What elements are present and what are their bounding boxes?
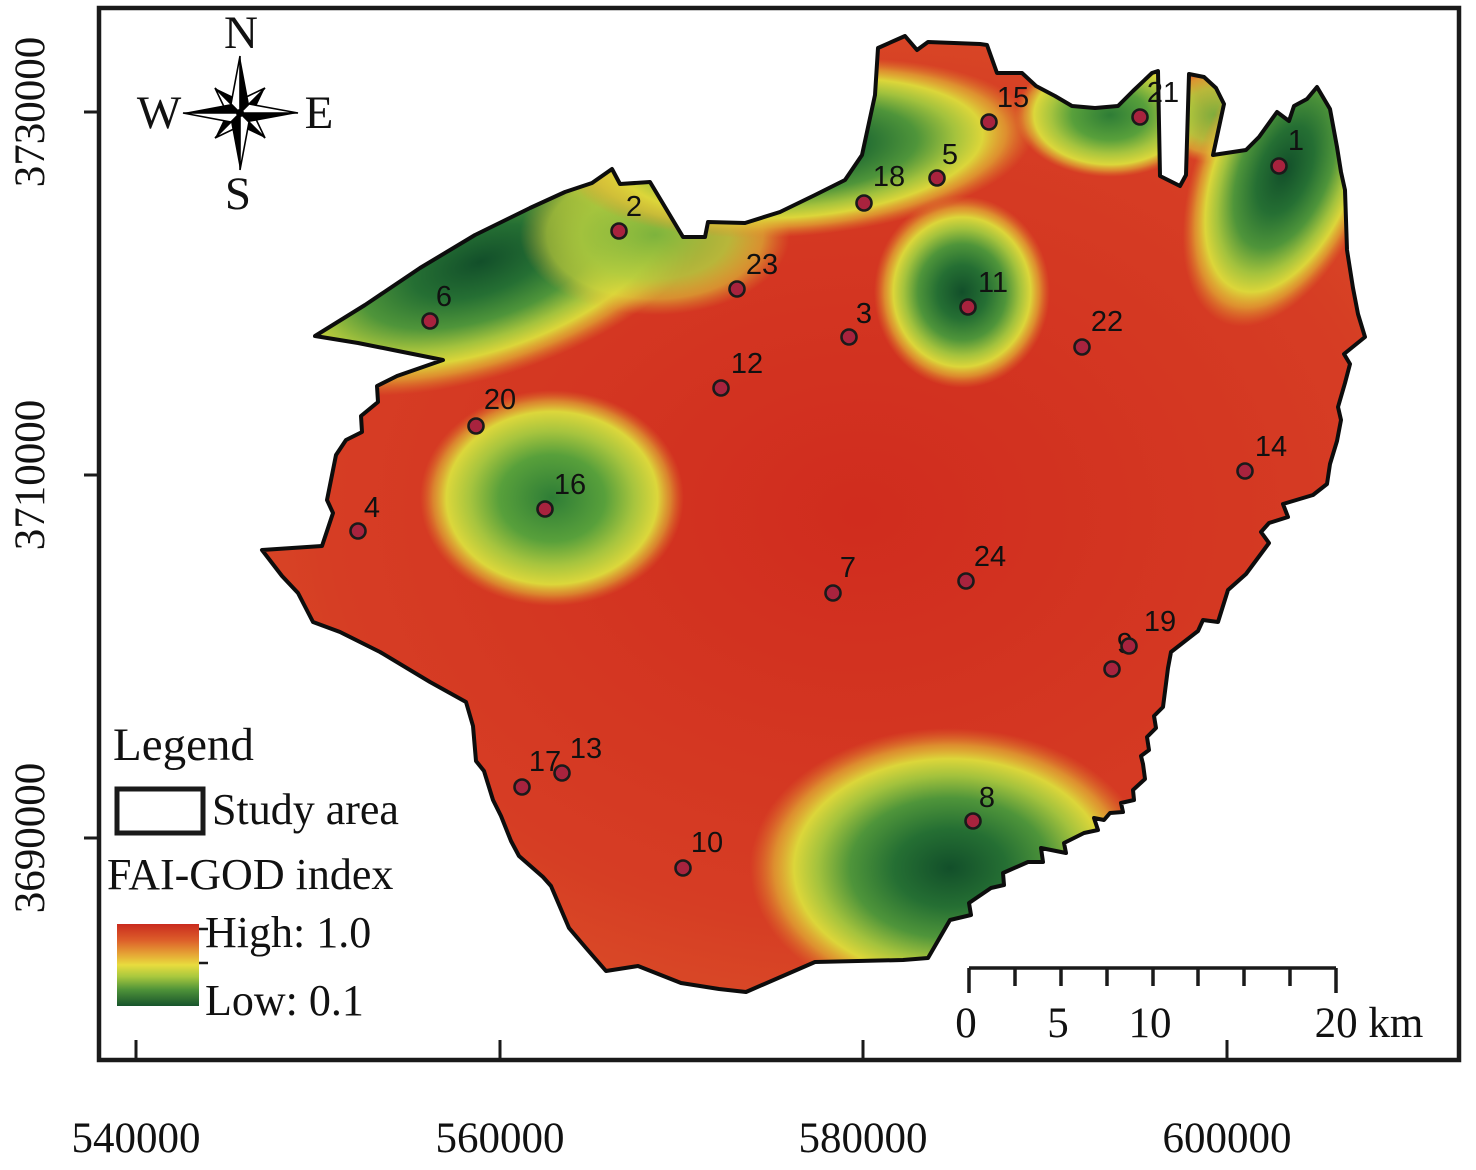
scale-label-0: 0	[955, 1000, 977, 1047]
station-dot-1	[1270, 157, 1288, 175]
station-label-11: 11	[978, 267, 1008, 299]
station-dot-22	[1073, 338, 1091, 356]
station-dot-16	[536, 500, 554, 518]
compass-north-label: N	[224, 7, 258, 59]
station-label-7: 7	[840, 552, 856, 584]
station-label-5: 5	[942, 139, 958, 171]
scale-bar-labels: 0 5 10 20 km	[955, 1000, 1423, 1047]
x-axis: 540000 560000 580000 600000	[72, 1040, 1292, 1162]
study-area-label: Study area	[212, 785, 399, 834]
station-dot-11	[959, 298, 977, 316]
compass-south-label: S	[225, 168, 251, 220]
color-ramp	[117, 924, 199, 1006]
y-tick-3690000: 3690000	[7, 763, 54, 914]
station-label-6: 6	[436, 281, 452, 313]
station-label-10: 10	[691, 827, 723, 859]
station-label-17: 17	[529, 746, 561, 778]
compass-rose: N W E S	[137, 7, 334, 220]
station-dot-6	[421, 312, 439, 330]
station-label-14: 14	[1255, 431, 1287, 463]
station-label-22: 22	[1091, 306, 1123, 338]
scale-bar	[967, 966, 1338, 993]
station-label-4: 4	[364, 492, 380, 524]
station-dot-17	[513, 778, 531, 796]
sampling-stations: 123456789101112131415161718192021222324	[349, 77, 1304, 877]
compass-west-label: W	[137, 87, 182, 139]
station-label-19: 19	[1144, 606, 1176, 638]
station-label-18: 18	[873, 161, 905, 193]
station-label-8: 8	[979, 782, 995, 814]
study-area-swatch	[114, 786, 206, 836]
station-dot-18	[855, 194, 873, 212]
station-dot-23	[728, 280, 746, 298]
station-dot-10	[674, 859, 692, 877]
station-label-16: 16	[554, 469, 586, 501]
station-label-20: 20	[484, 384, 516, 416]
x-tick-580000: 580000	[799, 1115, 928, 1162]
x-tick-540000: 540000	[72, 1115, 201, 1162]
green-zone-station16	[420, 390, 684, 606]
y-axis: 3730000 3710000 3690000	[7, 37, 101, 914]
station-dot-24	[957, 572, 975, 590]
station-label-3: 3	[856, 298, 872, 330]
green-zone-station11	[874, 196, 1050, 388]
station-dot-12	[712, 379, 730, 397]
station-label-1: 1	[1288, 125, 1304, 157]
station-dot-3	[840, 328, 858, 346]
station-dot-8	[964, 812, 982, 830]
legend-low-label: Low: 0.1	[205, 976, 364, 1025]
station-dot-7	[824, 584, 842, 602]
x-tick-600000: 600000	[1163, 1115, 1292, 1162]
y-tick-3730000: 3730000	[7, 37, 54, 188]
scale-label-5: 5	[1047, 1000, 1069, 1047]
x-tick-560000: 560000	[436, 1115, 565, 1162]
station-label-15: 15	[997, 82, 1029, 114]
station-dot-9	[1103, 660, 1121, 678]
station-dot-4	[349, 522, 367, 540]
station-dot-21	[1131, 108, 1149, 126]
station-dot-14	[1236, 462, 1254, 480]
station-dot-2	[610, 222, 628, 240]
station-label-13: 13	[570, 733, 602, 765]
index-title: FAI-GOD index	[107, 850, 393, 899]
compass-star-icon	[182, 55, 299, 171]
station-label-21: 21	[1147, 77, 1179, 109]
station-dot-5	[928, 169, 946, 187]
station-label-24: 24	[974, 541, 1006, 573]
compass-east-label: E	[305, 87, 334, 139]
station-dot-13	[553, 764, 571, 782]
scale-label-10: 10	[1129, 1000, 1172, 1047]
scale-label-20km: 20 km	[1315, 1000, 1424, 1047]
station-label-12: 12	[731, 348, 763, 380]
legend-high-label: High: 1.0	[205, 908, 371, 957]
study-area-boundary	[260, 34, 1367, 994]
legend: Legend Study area FAI-GOD index High: 1.…	[107, 719, 399, 1025]
station-dot-19	[1120, 637, 1138, 655]
station-label-23: 23	[746, 249, 778, 281]
legend-title: Legend	[113, 719, 254, 771]
station-dot-15	[980, 113, 998, 131]
station-dot-20	[467, 417, 485, 435]
station-label-2: 2	[626, 191, 642, 223]
y-tick-3710000: 3710000	[7, 400, 54, 551]
